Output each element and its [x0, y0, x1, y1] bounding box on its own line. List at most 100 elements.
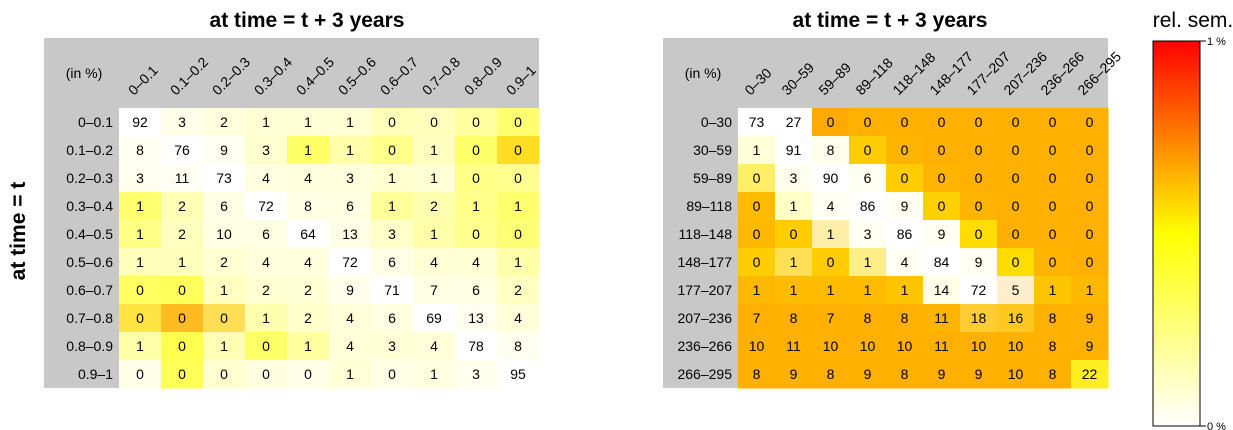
cell-value: 27: [786, 114, 802, 130]
heatmap-cell: [1071, 332, 1109, 361]
row-label: 207–236: [677, 310, 732, 326]
heatmap-cell: [775, 136, 813, 165]
heatmap-cell: [886, 164, 924, 193]
cell-value: 8: [901, 366, 909, 382]
row-label: 0.6–0.7: [66, 282, 113, 298]
cell-value: 7: [827, 310, 835, 326]
row-label: 148–177: [677, 254, 732, 270]
cell-value: 4: [901, 254, 909, 270]
heatmap-cell: [455, 332, 498, 361]
chart-title: at time = t + 3 years: [210, 9, 405, 32]
heatmap-cell: [738, 220, 776, 249]
cell-value: 6: [388, 254, 396, 270]
cell-value: 4: [514, 310, 522, 326]
cell-value: 1: [790, 282, 798, 298]
cell-value: 1: [178, 254, 186, 270]
heatmap-cell: [997, 332, 1035, 361]
row-label: 0.2–0.3: [66, 170, 113, 186]
heatmap-cell: [812, 136, 850, 165]
cell-value: 0: [136, 310, 144, 326]
heatmap-cell: [960, 304, 998, 333]
cell-value: 0: [430, 114, 438, 130]
heatmap-cell: [329, 332, 372, 361]
heatmap-cell: [812, 108, 850, 137]
heatmap-cell: [371, 220, 414, 249]
cell-value: 9: [1086, 310, 1094, 326]
cell-value: 1: [472, 198, 480, 214]
heatmap-cell: [413, 164, 456, 193]
cell-value: 3: [790, 170, 798, 186]
row-label: 118–148: [679, 226, 733, 242]
row-label: 0.7–0.8: [66, 310, 113, 326]
cell-value: 1: [430, 170, 438, 186]
heatmap-cell: [738, 192, 776, 221]
cell-value: 8: [827, 142, 835, 158]
cell-value: 4: [346, 310, 354, 326]
heatmap-cell: [923, 136, 961, 165]
cell-value: 1: [220, 338, 228, 354]
heatmap-cell: [287, 360, 330, 389]
cell-value: 0: [1086, 170, 1094, 186]
cell-value: 2: [178, 226, 186, 242]
heatmap-cell: [119, 248, 162, 277]
cell-value: 0: [753, 170, 761, 186]
chart-title: at time = t + 3 years: [793, 9, 988, 32]
row-label: 0.4–0.5: [66, 226, 113, 242]
heatmap-cell: [775, 332, 813, 361]
row-label: 266–295: [677, 366, 732, 382]
cell-value: 64: [300, 226, 316, 242]
cell-value: 5: [1012, 282, 1020, 298]
heatmap-cell: [775, 276, 813, 305]
cell-value: 2: [178, 198, 186, 214]
heatmap-cell: [923, 248, 961, 277]
heatmap-cell: [960, 164, 998, 193]
y-axis-title: at time = t: [7, 182, 30, 281]
cell-value: 1: [136, 226, 144, 242]
cell-value: 0: [1086, 114, 1094, 130]
heatmap-cell: [203, 276, 246, 305]
row-label: 0–0.1: [78, 114, 113, 130]
cell-value: 3: [388, 226, 396, 242]
heatmap-cell: [997, 164, 1035, 193]
heatmap-cell: [1034, 136, 1072, 165]
cell-value: 92: [132, 114, 148, 130]
cell-value: 0: [388, 366, 396, 382]
heatmap-cell: [886, 136, 924, 165]
cell-value: 1: [136, 254, 144, 270]
cell-value: 9: [938, 366, 946, 382]
heatmap-cell: [849, 360, 887, 389]
cell-value: 86: [897, 226, 913, 242]
heatmap-cell: [287, 276, 330, 305]
heatmap-cell: [161, 276, 204, 305]
heatmap-cell: [161, 192, 204, 221]
cell-value: 8: [753, 366, 761, 382]
cell-value: 0: [136, 282, 144, 298]
heatmap-cell: [923, 220, 961, 249]
cell-value: 0: [1086, 254, 1094, 270]
cell-value: 1: [388, 170, 396, 186]
cell-value: 8: [827, 366, 835, 382]
heatmap-cell: [849, 192, 887, 221]
heatmap-cell: [1034, 276, 1072, 305]
heatmap-cell: [812, 164, 850, 193]
heatmap-cell: [413, 192, 456, 221]
heatmap-cell: [497, 220, 540, 249]
cell-value: 13: [468, 310, 484, 326]
cell-value: 0: [178, 366, 186, 382]
heatmap-cell: [960, 332, 998, 361]
heatmap-cell: [923, 108, 961, 137]
cell-value: 0: [901, 114, 909, 130]
heatmap-cell: [161, 108, 204, 137]
cell-value: 1: [864, 282, 872, 298]
heatmap-cell: [1034, 108, 1072, 137]
heatmap-cell: [455, 276, 498, 305]
legend-min-label: 0 %: [1207, 421, 1226, 430]
heatmap-cell: [329, 108, 372, 137]
cell-value: 69: [426, 310, 442, 326]
cell-value: 0: [864, 114, 872, 130]
cell-value: 0: [901, 142, 909, 158]
corner-label: (in %): [685, 65, 722, 81]
heatmap-cell: [1071, 220, 1109, 249]
cell-value: 0: [220, 366, 228, 382]
cell-value: 4: [430, 338, 438, 354]
